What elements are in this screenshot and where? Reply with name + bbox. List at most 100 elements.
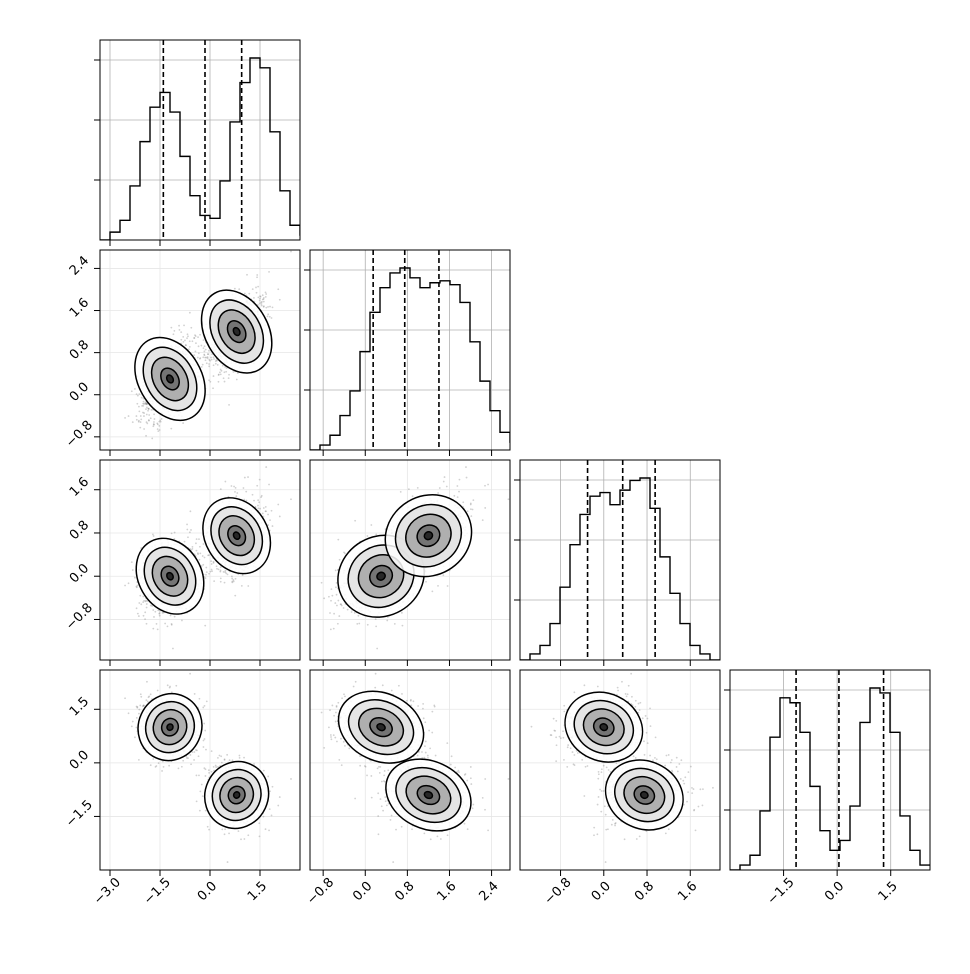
scatter-point xyxy=(142,596,144,598)
scatter-point xyxy=(146,407,148,409)
scatter-point xyxy=(268,830,270,832)
scatter-point xyxy=(247,834,249,836)
scatter-point xyxy=(190,529,192,531)
scatter-point xyxy=(220,578,222,580)
scatter-point xyxy=(211,750,213,752)
scatter-point xyxy=(184,541,186,543)
scatter-point xyxy=(279,516,281,518)
scatter-point xyxy=(248,293,250,295)
scatter-point xyxy=(178,325,180,327)
scatter-point xyxy=(204,625,206,627)
scatter-point xyxy=(354,520,356,522)
scatter-point xyxy=(236,379,238,381)
scatter-point xyxy=(207,353,209,355)
scatter-point xyxy=(263,305,265,307)
scatter-point xyxy=(256,485,258,487)
scatter-point xyxy=(178,767,180,769)
scatter-point xyxy=(202,356,204,358)
scatter-point xyxy=(138,615,140,617)
scatter-point xyxy=(131,725,133,727)
scatter-point xyxy=(138,393,140,395)
scatter-point xyxy=(213,358,215,360)
scatter-point xyxy=(244,477,246,479)
scatter-point xyxy=(337,623,339,625)
scatter-point xyxy=(239,757,241,759)
scatter-point xyxy=(200,345,202,347)
scatter-point xyxy=(277,504,279,506)
scatter-point xyxy=(236,492,238,494)
scatter-point xyxy=(272,306,274,308)
scatter-point xyxy=(235,495,237,497)
scatter-point xyxy=(265,296,267,298)
scatter-point xyxy=(329,612,331,614)
scatter-point xyxy=(219,371,221,373)
scatter-point xyxy=(171,623,173,625)
scatter-point xyxy=(256,292,258,294)
scatter-point xyxy=(233,371,235,373)
scatter-point xyxy=(252,494,254,496)
scatter-point xyxy=(394,623,396,625)
scatter-point xyxy=(209,360,211,362)
scatter-point xyxy=(138,713,140,715)
scatter-point xyxy=(219,571,221,573)
scatter-point xyxy=(152,609,154,611)
scatter-point xyxy=(174,532,176,534)
scatter-point xyxy=(443,481,445,483)
scatter-point xyxy=(193,337,195,339)
scatter-point xyxy=(195,342,197,344)
scatter-point xyxy=(253,297,255,299)
scatter-point xyxy=(218,374,220,376)
scatter-point xyxy=(470,504,472,506)
scatter-point xyxy=(340,603,342,605)
scatter-point xyxy=(201,784,203,786)
scatter-point xyxy=(199,334,201,336)
scatter-point xyxy=(148,419,150,421)
scatter-point xyxy=(146,403,148,405)
scatter-point xyxy=(202,364,204,366)
scatter-point xyxy=(139,595,141,597)
scatter-point xyxy=(144,618,146,620)
scatter-point xyxy=(462,501,464,503)
scatter-point xyxy=(182,336,184,338)
scatter-point xyxy=(408,488,410,490)
scatter-point xyxy=(152,628,154,630)
scatter-point xyxy=(210,357,212,359)
scatter-point xyxy=(228,377,230,379)
scatter-point xyxy=(160,421,162,423)
y-tick-label: 0.0 xyxy=(67,561,92,586)
scatter-point xyxy=(192,546,194,548)
scatter-point xyxy=(271,510,273,512)
scatter-point xyxy=(132,569,134,571)
scatter-point xyxy=(508,498,510,500)
scatter-point xyxy=(202,564,204,566)
scatter-point xyxy=(145,435,147,437)
scatter-point xyxy=(465,466,467,468)
scatter-point xyxy=(267,315,269,317)
scatter-point xyxy=(216,568,218,570)
scatter-point xyxy=(257,499,259,501)
scatter-point xyxy=(262,294,264,296)
scatter-point xyxy=(344,553,346,555)
scatter-point xyxy=(354,612,356,614)
scatter-point xyxy=(184,340,186,342)
scatter-point xyxy=(192,340,194,342)
scatter-point xyxy=(211,570,213,572)
scatter-point xyxy=(234,288,236,290)
scatter-point xyxy=(151,409,153,411)
scatter-point xyxy=(401,612,403,614)
scatter-point xyxy=(268,484,270,486)
scatter-point xyxy=(467,510,469,512)
scatter-point xyxy=(203,339,205,341)
scatter-point xyxy=(330,588,332,590)
scatter-point xyxy=(185,344,187,346)
y-tick-label: 1.6 xyxy=(67,295,92,320)
scatter-point xyxy=(131,390,133,392)
scatter-point xyxy=(290,251,292,253)
scatter-point xyxy=(343,607,345,609)
y-tick-label: −0.8 xyxy=(63,418,96,451)
scatter-point xyxy=(152,758,154,760)
scatter-point xyxy=(247,476,249,478)
scatter-point xyxy=(131,561,133,563)
